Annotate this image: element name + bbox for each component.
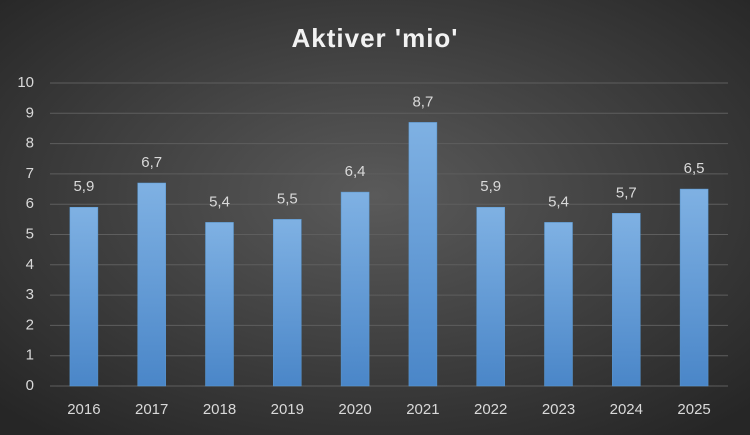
bar [340, 191, 370, 387]
value-label: 6,4 [345, 163, 366, 180]
chart-title: Aktiver 'mio' [292, 23, 459, 53]
x-tick-label: 2016 [67, 401, 100, 418]
x-tick-label: 2017 [135, 401, 168, 418]
bar [679, 188, 709, 387]
y-tick-label: 4 [26, 256, 34, 273]
bar [205, 222, 234, 387]
y-tick-label: 2 [26, 316, 34, 333]
value-label: 8,7 [412, 93, 433, 110]
value-label: 5,4 [548, 193, 569, 210]
value-label: 6,7 [141, 154, 162, 171]
y-tick-label: 5 [26, 225, 34, 242]
x-tick-label: 2023 [542, 401, 575, 418]
value-label: 5,7 [616, 184, 637, 201]
y-tick-label: 3 [26, 286, 34, 303]
x-tick-label: 2019 [271, 401, 304, 418]
y-tick-label: 8 [26, 135, 34, 152]
bar [408, 122, 438, 387]
bar [273, 219, 302, 387]
x-tick-label: 2025 [677, 401, 710, 418]
x-tick-label: 2022 [474, 401, 507, 418]
x-tick-label: 2024 [610, 401, 643, 418]
y-tick-label: 6 [26, 195, 34, 212]
x-tick-label: 2021 [406, 401, 439, 418]
bar [544, 222, 573, 387]
y-tick-label: 1 [26, 347, 34, 364]
y-tick-label: 7 [26, 165, 34, 182]
y-tick-label: 0 [26, 377, 34, 394]
value-label: 5,5 [277, 190, 298, 207]
x-tick-label: 2020 [338, 401, 371, 418]
bar [137, 182, 166, 387]
bar [476, 206, 505, 387]
value-label: 6,5 [684, 160, 705, 177]
x-tick-label: 2018 [203, 401, 236, 418]
bar [69, 206, 99, 387]
y-tick-label: 10 [17, 74, 34, 91]
y-tick-label: 9 [26, 104, 34, 121]
value-label: 5,4 [209, 193, 230, 210]
value-label: 5,9 [73, 178, 94, 195]
bar [612, 213, 641, 387]
value-label: 5,9 [480, 178, 501, 195]
